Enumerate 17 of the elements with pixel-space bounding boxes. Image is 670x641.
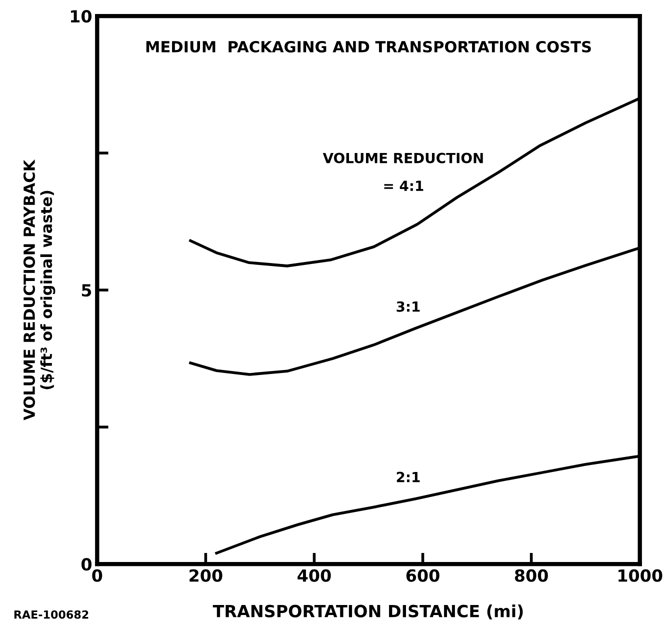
y-tick-label: 10 bbox=[70, 10, 92, 23]
series-label: 2:1 bbox=[396, 472, 420, 482]
x-tick-label: 400 bbox=[298, 569, 331, 582]
text: MEDIUM PACKAGING AND TRANSPORTATION COSTS bbox=[146, 40, 591, 53]
text: RAE-100682 bbox=[14, 610, 88, 619]
x-axis-title: TRANSPORTATION DISTANCE (mi) bbox=[212, 604, 523, 620]
x-tick-label: 600 bbox=[406, 569, 440, 582]
legend-title: VOLUME REDUCTION bbox=[322, 152, 483, 164]
x-tick-label: 0 bbox=[92, 569, 102, 582]
series-label: = 4:1 bbox=[384, 180, 424, 191]
x-tick-label: 200 bbox=[190, 569, 222, 582]
x-tick-label: 1000 bbox=[618, 569, 662, 582]
series-label: 3:1 bbox=[396, 301, 420, 312]
y-axis-title: VOLUME REDUCTION PAYBACK ($/ft³ of original waste) bbox=[23, 159, 56, 420]
y-tick-label: 5 bbox=[82, 284, 92, 297]
y-tick-label: 0 bbox=[81, 558, 92, 571]
x-tick-label: 800 bbox=[514, 569, 548, 582]
